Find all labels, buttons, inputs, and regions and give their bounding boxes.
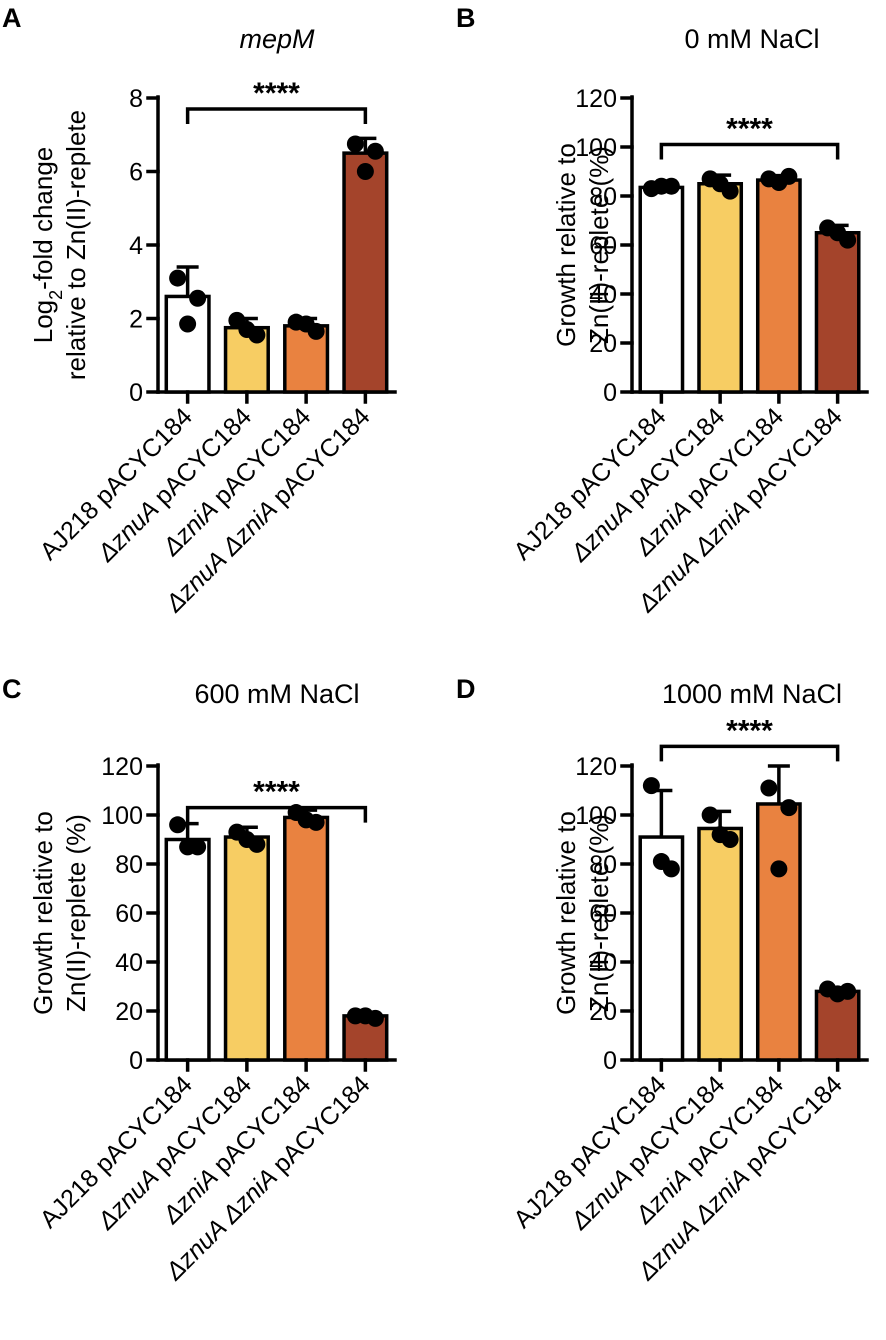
y-tick-label: 40 xyxy=(589,949,617,977)
bar xyxy=(223,835,270,1062)
bar xyxy=(697,826,744,1062)
y-tick-label: 20 xyxy=(589,998,617,1026)
data-point xyxy=(169,816,187,834)
y-tick-label: 80 xyxy=(589,851,617,879)
data-point xyxy=(652,853,670,871)
y-tick-label: 0 xyxy=(129,379,143,407)
y-tick-label: 120 xyxy=(575,753,617,781)
significance-bracket xyxy=(185,107,368,125)
data-point xyxy=(179,838,197,856)
chart-title: 600 mM NaCl xyxy=(194,679,359,709)
y-tick-label: 0 xyxy=(603,1047,617,1075)
data-point xyxy=(297,811,315,829)
bar xyxy=(283,815,330,1062)
y-tick-label: 100 xyxy=(101,802,143,830)
bar xyxy=(342,151,389,394)
y-tick-label: 2 xyxy=(129,306,143,334)
bar xyxy=(697,182,744,394)
y-axis-label-line2: Zn(II)-replete (%) xyxy=(584,146,614,344)
y-axis-label-line1: Growth relative to xyxy=(28,811,58,1015)
data-point xyxy=(642,777,660,795)
chart-panel-c: C 600 mM NaCl Growth relative to Zn(II)-rep… xyxy=(2,674,397,1286)
panel-letter: A xyxy=(2,3,22,33)
bar xyxy=(814,231,861,394)
data-point xyxy=(770,860,788,878)
chart-panel-b: B 0 mM NaCl Growth relative to Zn(II)-reple… xyxy=(456,3,869,618)
data-point xyxy=(356,163,374,180)
significance-bracket xyxy=(185,805,368,823)
significance-label: **** xyxy=(253,776,300,809)
data-point xyxy=(780,799,798,817)
y-tick-label: 8 xyxy=(129,85,143,113)
bar xyxy=(164,837,211,1062)
y-tick-label: 60 xyxy=(589,900,617,928)
bar xyxy=(755,178,802,394)
y-tick-label: 120 xyxy=(575,85,617,113)
y-tick-label: 6 xyxy=(129,159,143,187)
chart-title: 1000 mM NaCl xyxy=(662,679,842,709)
y-tick-label: 80 xyxy=(115,851,143,879)
y-axis-label-line2: relative to Zn(II)-replete xyxy=(61,110,91,380)
y-tick-label: 20 xyxy=(115,998,143,1026)
data-point xyxy=(297,315,315,333)
y-axis-label-line1: Log2-fold change xyxy=(28,147,66,344)
panel-letter: C xyxy=(2,674,22,704)
panel-letter: B xyxy=(456,3,476,33)
significance-label: **** xyxy=(726,113,773,146)
y-axis-label-line2: Zn(II)-replete (%) xyxy=(584,814,614,1012)
data-point xyxy=(711,826,729,844)
significance-label: **** xyxy=(726,714,773,747)
data-point xyxy=(770,174,788,192)
y-tick-label: 40 xyxy=(115,949,143,977)
data-point xyxy=(711,175,729,193)
data-point xyxy=(346,135,364,153)
data-point xyxy=(179,315,197,333)
y-tick-label: 20 xyxy=(589,330,617,358)
data-point xyxy=(760,779,778,797)
y-tick-label: 100 xyxy=(575,134,617,162)
y-axis-label-line2: Zn(II)-replete (%) xyxy=(61,814,91,1012)
y-tick-label: 0 xyxy=(129,1047,143,1075)
bar xyxy=(755,802,802,1062)
y-tick-label: 80 xyxy=(589,183,617,211)
data-point xyxy=(238,831,256,848)
y-tick-label: 40 xyxy=(589,281,617,309)
data-point xyxy=(238,321,256,339)
panel-letter: D xyxy=(456,674,476,704)
bar xyxy=(638,185,685,394)
y-tick-label: 0 xyxy=(603,379,617,407)
significance-label: **** xyxy=(253,77,300,110)
data-point xyxy=(169,269,187,287)
chart-title: 0 mM NaCl xyxy=(684,24,819,54)
y-axis-label-line1: Growth relative to xyxy=(551,811,581,1015)
data-point xyxy=(189,289,207,307)
y-tick-label: 120 xyxy=(101,753,143,781)
data-point xyxy=(701,806,719,824)
y-tick-label: 60 xyxy=(115,900,143,928)
y-tick-label: 100 xyxy=(575,802,617,830)
data-point xyxy=(829,985,847,1003)
significance-bracket xyxy=(659,744,840,762)
bar xyxy=(164,294,211,394)
y-axis-label-line1: Growth relative to xyxy=(551,143,581,347)
data-point xyxy=(356,1007,374,1025)
y-tick-label: 4 xyxy=(129,232,143,260)
data-point xyxy=(829,224,847,242)
chart-title: mepM xyxy=(239,24,315,54)
data-point xyxy=(652,177,670,195)
data-point xyxy=(366,142,384,160)
y-tick-label: 60 xyxy=(589,232,617,260)
significance-bracket xyxy=(659,142,840,160)
chart-panel-d: D 1000 mM NaCl Growth relative to Zn(II)-re… xyxy=(456,674,869,1286)
